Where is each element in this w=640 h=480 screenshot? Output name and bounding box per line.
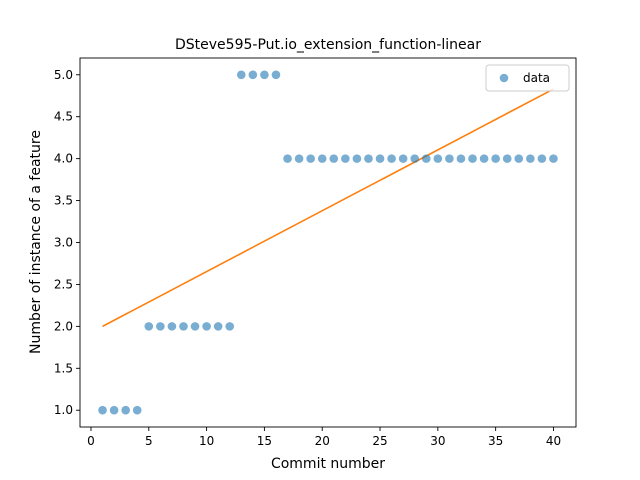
y-tick-label: 4.0 bbox=[54, 152, 73, 166]
y-tick-label: 1.5 bbox=[54, 361, 73, 375]
data-point bbox=[491, 154, 500, 163]
x-tick-label: 10 bbox=[199, 434, 214, 448]
data-point bbox=[144, 322, 154, 331]
x-tick-label: 0 bbox=[87, 434, 95, 448]
legend: data bbox=[485, 64, 570, 92]
y-tick-label: 5.0 bbox=[54, 68, 73, 82]
data-point bbox=[179, 322, 188, 331]
trend-line bbox=[102, 88, 554, 328]
data-point bbox=[156, 322, 165, 331]
x-tick-label: 25 bbox=[372, 434, 387, 448]
y-tick-label: 2.0 bbox=[54, 319, 73, 333]
data-point bbox=[202, 322, 211, 331]
y-tick-label: 3.5 bbox=[54, 194, 73, 208]
legend-label: data bbox=[523, 71, 550, 85]
legend-box bbox=[485, 64, 570, 92]
data-point bbox=[364, 154, 373, 163]
x-tick-label: 15 bbox=[257, 434, 272, 448]
data-point bbox=[236, 70, 246, 80]
axes: 0 5 10 15 20 25 30 35 40 1.0 1.5 2.0 2.5 3.0 3.5 4.0 4.5… bbox=[54, 57, 577, 448]
data-point bbox=[398, 154, 408, 163]
y-tick-label: 1.0 bbox=[54, 403, 73, 417]
chart-title: DSteve595-Put.io_extension_function-line… bbox=[175, 37, 481, 53]
data-point bbox=[549, 154, 558, 163]
data-point bbox=[329, 154, 339, 163]
data-point bbox=[213, 322, 223, 331]
data-point bbox=[283, 154, 292, 163]
y-axis-title: Number of instance of a feature bbox=[28, 130, 44, 354]
data-point bbox=[387, 154, 396, 163]
data-point bbox=[341, 154, 350, 163]
x-tick-label: 20 bbox=[315, 434, 330, 448]
data-point bbox=[445, 154, 454, 163]
data-point bbox=[502, 154, 512, 163]
y-tick-label: 3.0 bbox=[54, 236, 73, 250]
data-point bbox=[190, 322, 200, 331]
legend-marker bbox=[499, 73, 509, 83]
x-tick-label: 30 bbox=[430, 434, 445, 448]
data-point bbox=[260, 70, 269, 80]
data-point bbox=[410, 154, 420, 163]
x-tick-label: 5 bbox=[145, 434, 153, 448]
data-point bbox=[514, 154, 524, 163]
y-tick-label: 2.5 bbox=[54, 277, 73, 291]
x-tick-label: 35 bbox=[488, 434, 503, 448]
data-point bbox=[306, 154, 315, 163]
y-tick-label: 4.5 bbox=[54, 110, 73, 124]
data-point bbox=[248, 70, 258, 80]
x-axis-title: Commit number bbox=[271, 456, 385, 472]
data-point bbox=[98, 405, 107, 415]
x-tick-label: 40 bbox=[546, 434, 561, 448]
data-point bbox=[271, 70, 281, 80]
data-point bbox=[479, 154, 489, 163]
data-point bbox=[421, 154, 431, 163]
data-point bbox=[526, 154, 535, 163]
data-point bbox=[375, 154, 385, 163]
data-point bbox=[433, 154, 443, 163]
data-point bbox=[121, 405, 130, 415]
data-point bbox=[456, 154, 466, 163]
data-point bbox=[109, 405, 119, 415]
data-point bbox=[294, 154, 304, 163]
data-point bbox=[317, 154, 327, 163]
data-point bbox=[225, 322, 235, 331]
data-point bbox=[537, 154, 547, 163]
data-point bbox=[167, 322, 177, 331]
data-point bbox=[352, 154, 362, 163]
data-point bbox=[132, 405, 142, 415]
data-point bbox=[468, 154, 477, 163]
plot-area bbox=[98, 70, 558, 415]
